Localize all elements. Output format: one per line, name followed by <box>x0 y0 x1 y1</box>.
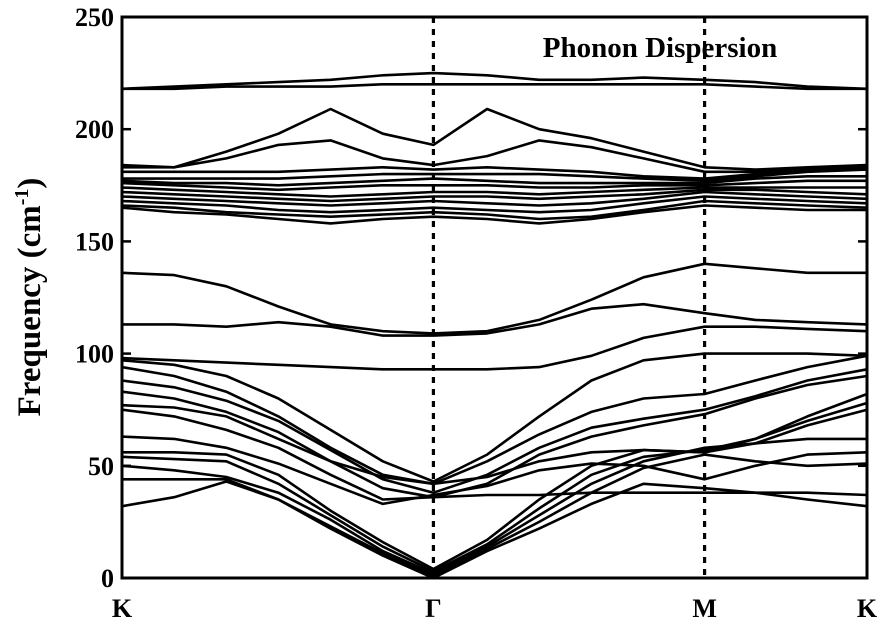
y-tick-label: 250 <box>75 3 114 32</box>
phonon-branch-21 <box>120 186 869 198</box>
phonon-branch-20 <box>120 188 869 203</box>
x-tick-label: K <box>112 594 133 623</box>
phonon-branch-2 <box>120 453 869 578</box>
phonon-branch-28 <box>120 83 869 91</box>
phonon-branch-10 <box>120 367 869 495</box>
high-symmetry-dividers <box>431 17 707 578</box>
x-tick-label: Γ <box>425 594 442 623</box>
phonon-branch-23 <box>120 175 869 187</box>
y-tick-label: 0 <box>101 564 114 593</box>
phonon-branch-29 <box>120 71 869 91</box>
y-axis-label-sup: -1 <box>11 189 33 206</box>
phonon-branch-27 <box>120 107 869 171</box>
y-tick-label: 100 <box>75 340 114 369</box>
y-tick-label: 150 <box>75 227 114 256</box>
phonon-branch-22 <box>120 179 869 192</box>
plot-frame <box>120 15 869 580</box>
x-tick-label: K <box>857 594 878 623</box>
chart-title: Phonon Dispersion <box>543 32 777 64</box>
y-tick-label: 50 <box>88 452 114 481</box>
phonon-branch-14 <box>120 302 869 337</box>
phonon-branch-5 <box>120 392 869 571</box>
phonon-branch-8 <box>120 403 869 486</box>
x-tick-label: M <box>692 594 717 623</box>
y-axis-ticks: 0 50 100 150 200 250 <box>75 3 867 593</box>
phonon-branch-6 <box>120 435 869 506</box>
y-tick-label: 200 <box>75 115 114 144</box>
y-axis-label: Frequency (cm-1) <box>11 178 48 417</box>
y-axis-label-close: ) <box>12 178 48 189</box>
phonon-branch-9 <box>120 374 869 499</box>
y-axis-label-main: Frequency (cm <box>12 205 48 416</box>
dispersion-branches <box>120 71 869 580</box>
phonon-branch-3 <box>120 408 869 575</box>
phonon-branch-26 <box>120 139 869 174</box>
phonon-branch-24 <box>120 168 869 183</box>
phonon-branch-16 <box>120 204 869 225</box>
phonon-branch-12 <box>120 352 869 483</box>
phonon-branch-1 <box>120 480 869 580</box>
phonon-branch-11 <box>120 354 869 486</box>
phonon-branch-17 <box>120 199 869 221</box>
phonon-branch-7 <box>120 408 869 501</box>
phonon-branch-19 <box>120 190 869 207</box>
phonon-branch-25 <box>120 163 869 180</box>
phonon-branch-18 <box>120 195 869 214</box>
phonon-branch-15 <box>120 262 869 335</box>
phonon-branch-13 <box>120 325 869 371</box>
